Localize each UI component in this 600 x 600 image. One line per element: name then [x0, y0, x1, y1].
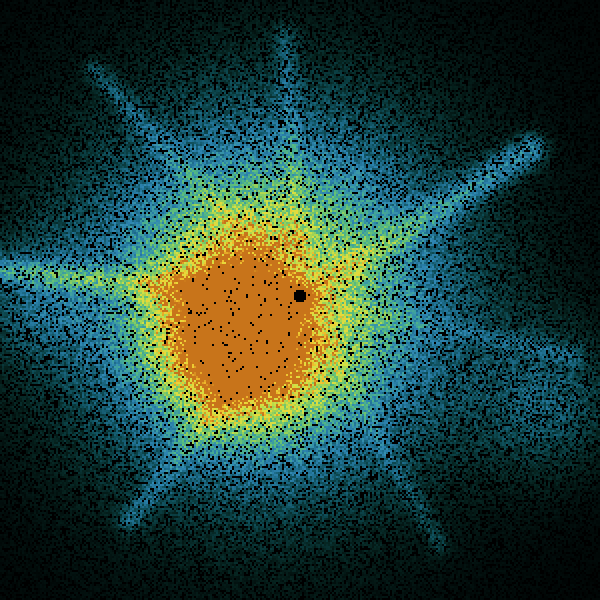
- heatmap-canvas: [0, 0, 600, 600]
- visualization-root: [0, 0, 600, 600]
